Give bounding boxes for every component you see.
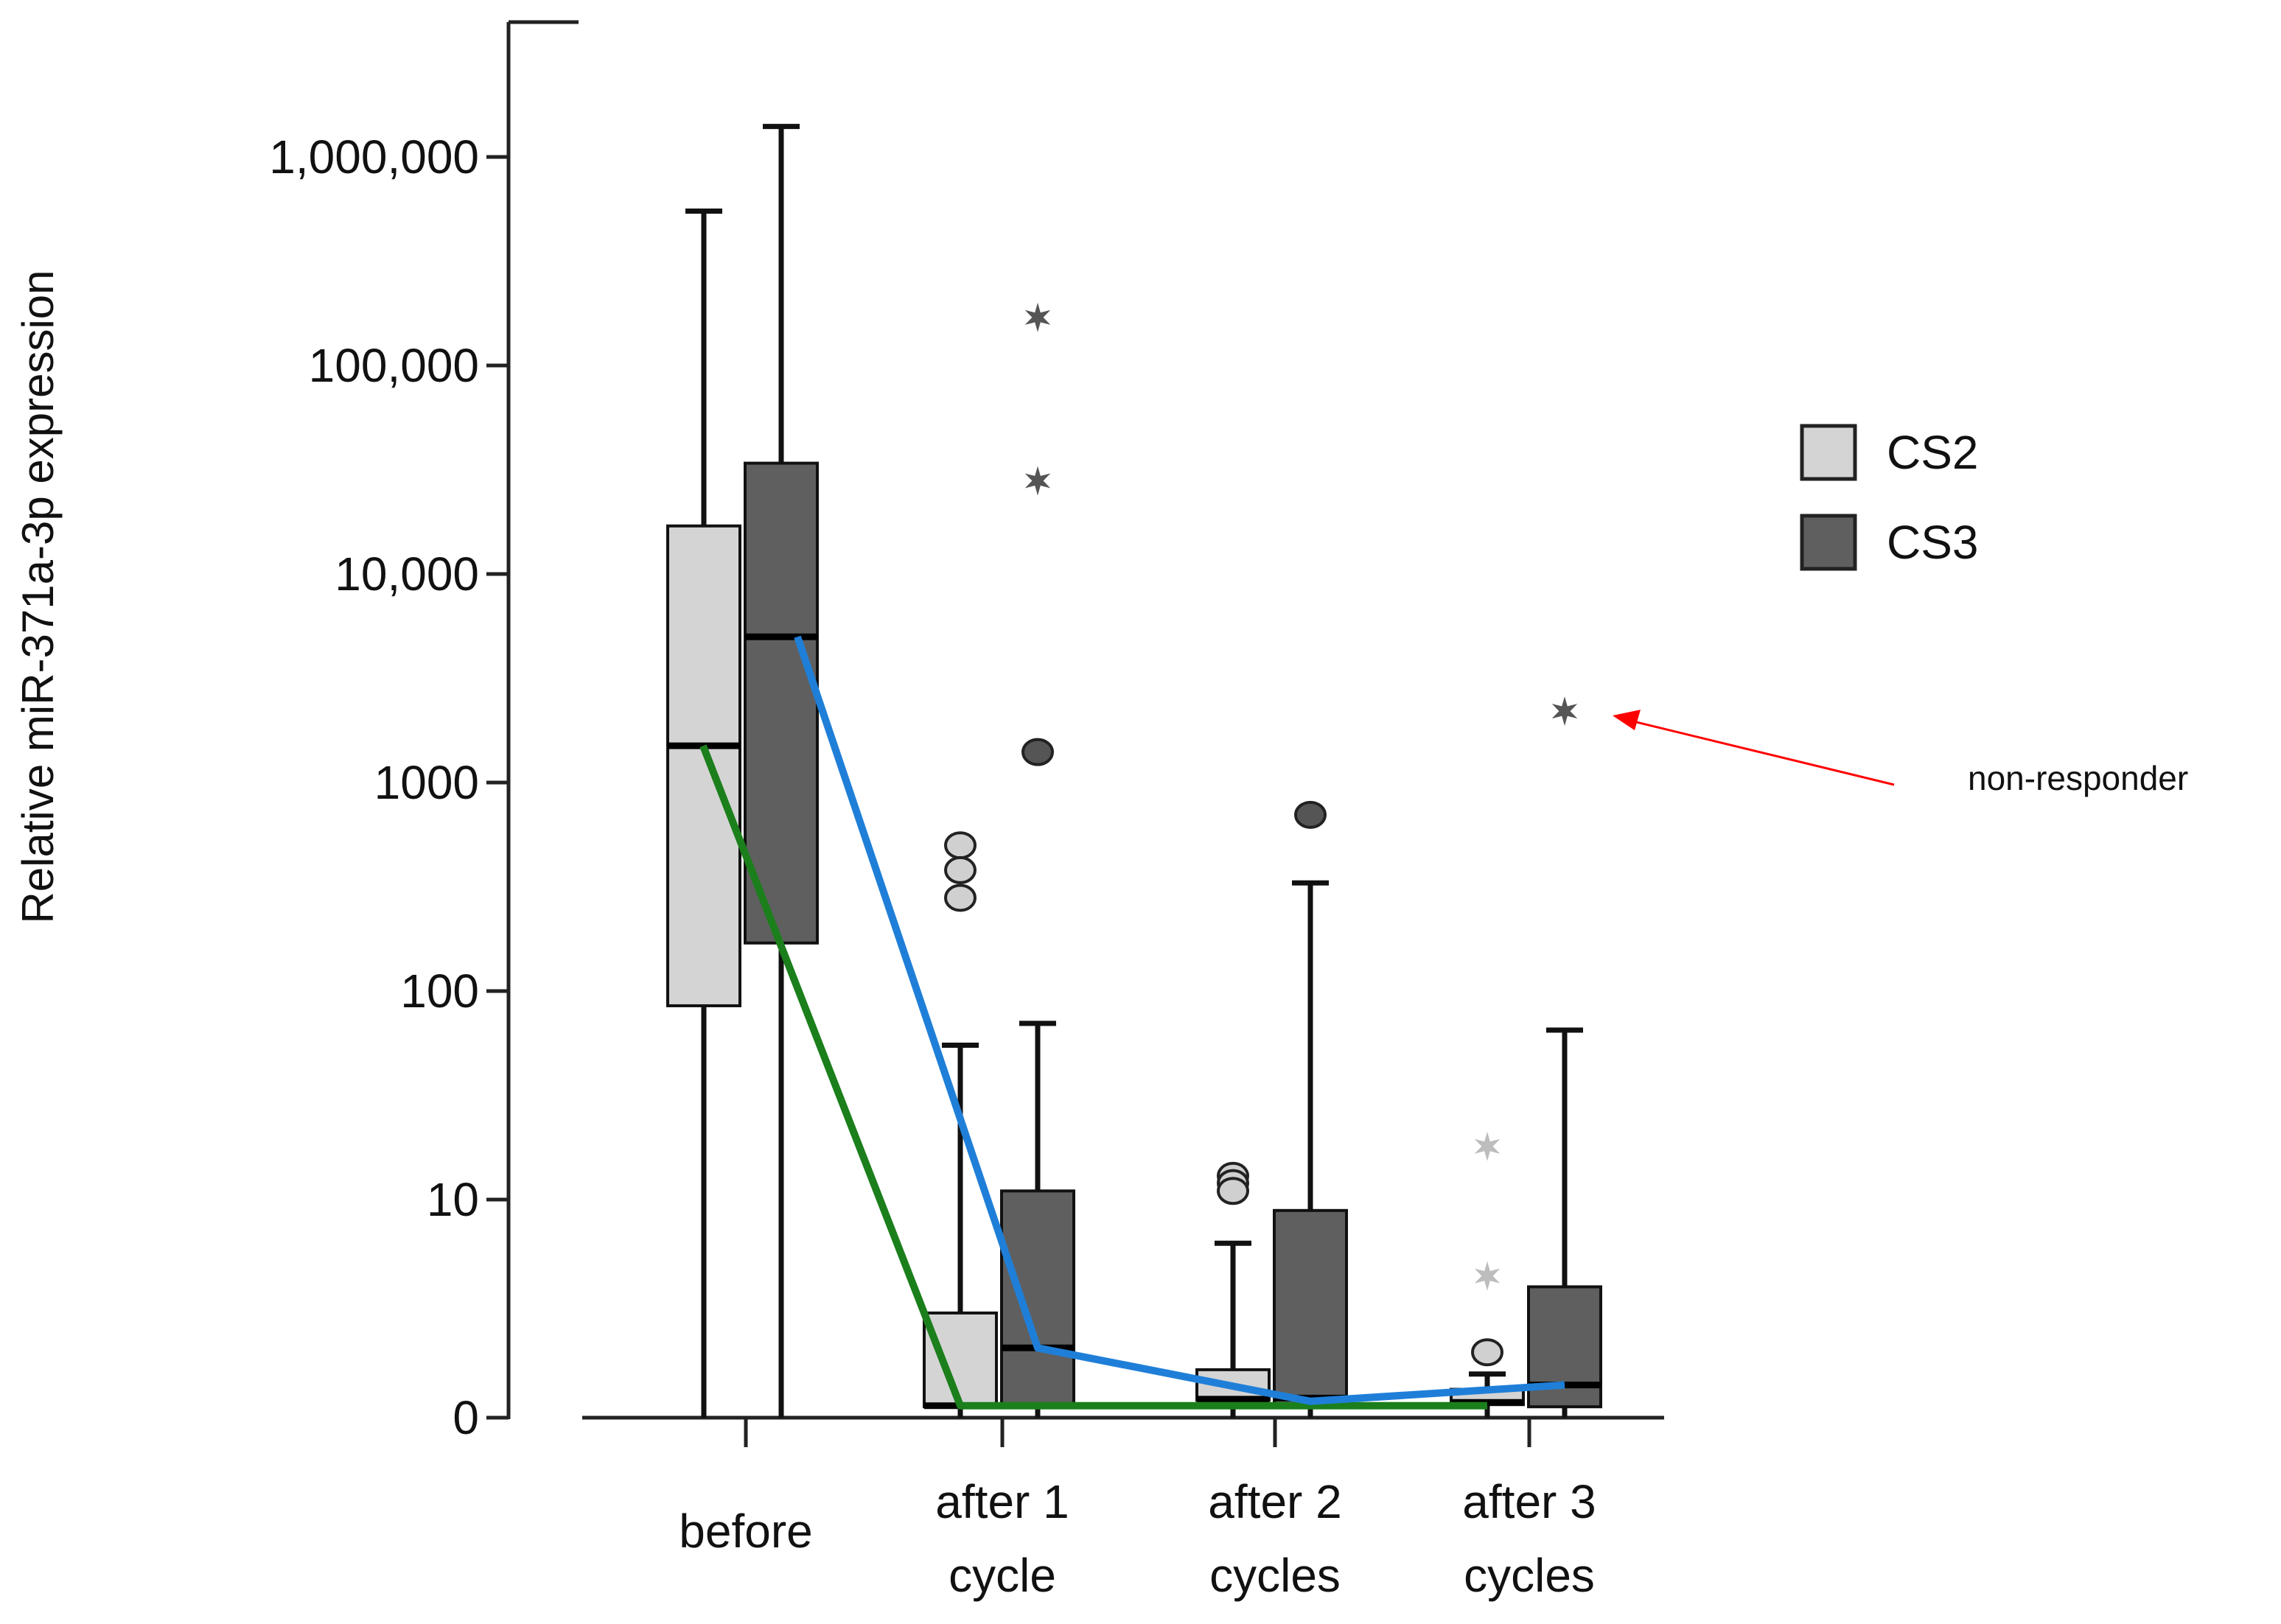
- axes: [506, 20, 1664, 1420]
- legend: CS2 CS3: [1800, 424, 1979, 571]
- box-cs2-after3: [1450, 1371, 1525, 1418]
- outlier-star: [1551, 696, 1578, 727]
- cs2-median-trend: [699, 744, 1487, 1410]
- outlier-star: [1474, 1261, 1501, 1291]
- outlier-circle: [1471, 1338, 1503, 1367]
- boxes: [666, 124, 1602, 1418]
- y-tick-label: 1000: [374, 756, 479, 809]
- legend-label-cs2: CS2: [1887, 426, 1979, 479]
- outlier-star: [1474, 1131, 1501, 1161]
- y-tick-label: 100,000: [309, 339, 479, 392]
- x-tick-label: after 2: [1208, 1475, 1341, 1528]
- annotations: non-responder: [1613, 710, 2188, 797]
- outlier-circle: [1294, 800, 1327, 829]
- y-tick-label: 10: [427, 1173, 479, 1226]
- x-ticks: before after 1 cycle after 2 cycles after 3 cy…: [679, 1418, 1596, 1602]
- box-body: [744, 461, 819, 945]
- x-tick-label: before: [679, 1505, 812, 1558]
- legend-swatch-cs3: [1800, 514, 1857, 571]
- legend-swatch-cs2: [1800, 424, 1857, 481]
- box-body: [666, 524, 741, 1007]
- y-tick-label: 0: [453, 1391, 479, 1444]
- x-tick-label-line2: cycles: [1209, 1549, 1341, 1602]
- x-tick-label-line2: cycles: [1464, 1549, 1595, 1602]
- outlier-circle: [944, 831, 977, 860]
- box-cs3-before: [744, 124, 819, 1418]
- legend-label-cs3: CS3: [1887, 516, 1979, 569]
- outlier-circle: [1021, 738, 1054, 766]
- outlier-circle: [944, 883, 977, 912]
- y-axis-label: Relative miR-371a-3p expression: [13, 270, 63, 923]
- outlier-star: [1024, 466, 1051, 496]
- x-tick-label: after 3: [1462, 1475, 1596, 1528]
- box-body: [923, 1311, 998, 1409]
- box-cs3-after2: [1273, 880, 1348, 1418]
- box-cs2-after1: [923, 1042, 998, 1418]
- outlier-circle: [1217, 1177, 1249, 1205]
- x-tick-label-line2: cycle: [949, 1549, 1056, 1602]
- outliers: [944, 302, 1578, 1367]
- y-tick-label: 100: [400, 965, 479, 1018]
- annotation-arrow-line: [1621, 717, 1895, 786]
- box-cs2-before: [666, 208, 741, 1418]
- box-body: [1000, 1189, 1075, 1409]
- outlier-circle: [944, 855, 977, 884]
- x-tick-label: after 1: [935, 1475, 1069, 1528]
- box-cs3-after3: [1527, 1027, 1602, 1418]
- y-ticks: 0 10 100 1000 10,000 100,000 1,000,000: [269, 130, 509, 1444]
- outlier-star: [1024, 302, 1051, 332]
- y-tick-label: 10,000: [335, 547, 479, 601]
- y-tick-label: 1,000,000: [269, 130, 479, 183]
- median-trend-lines: [699, 635, 1565, 1410]
- box-cs3-after1: [1000, 1021, 1075, 1418]
- annotation-arrowhead: [1613, 710, 1641, 731]
- cs3-median-trend: [794, 635, 1565, 1405]
- annotation-non-responder: non-responder: [1968, 759, 2188, 797]
- box-body: [1273, 1208, 1348, 1409]
